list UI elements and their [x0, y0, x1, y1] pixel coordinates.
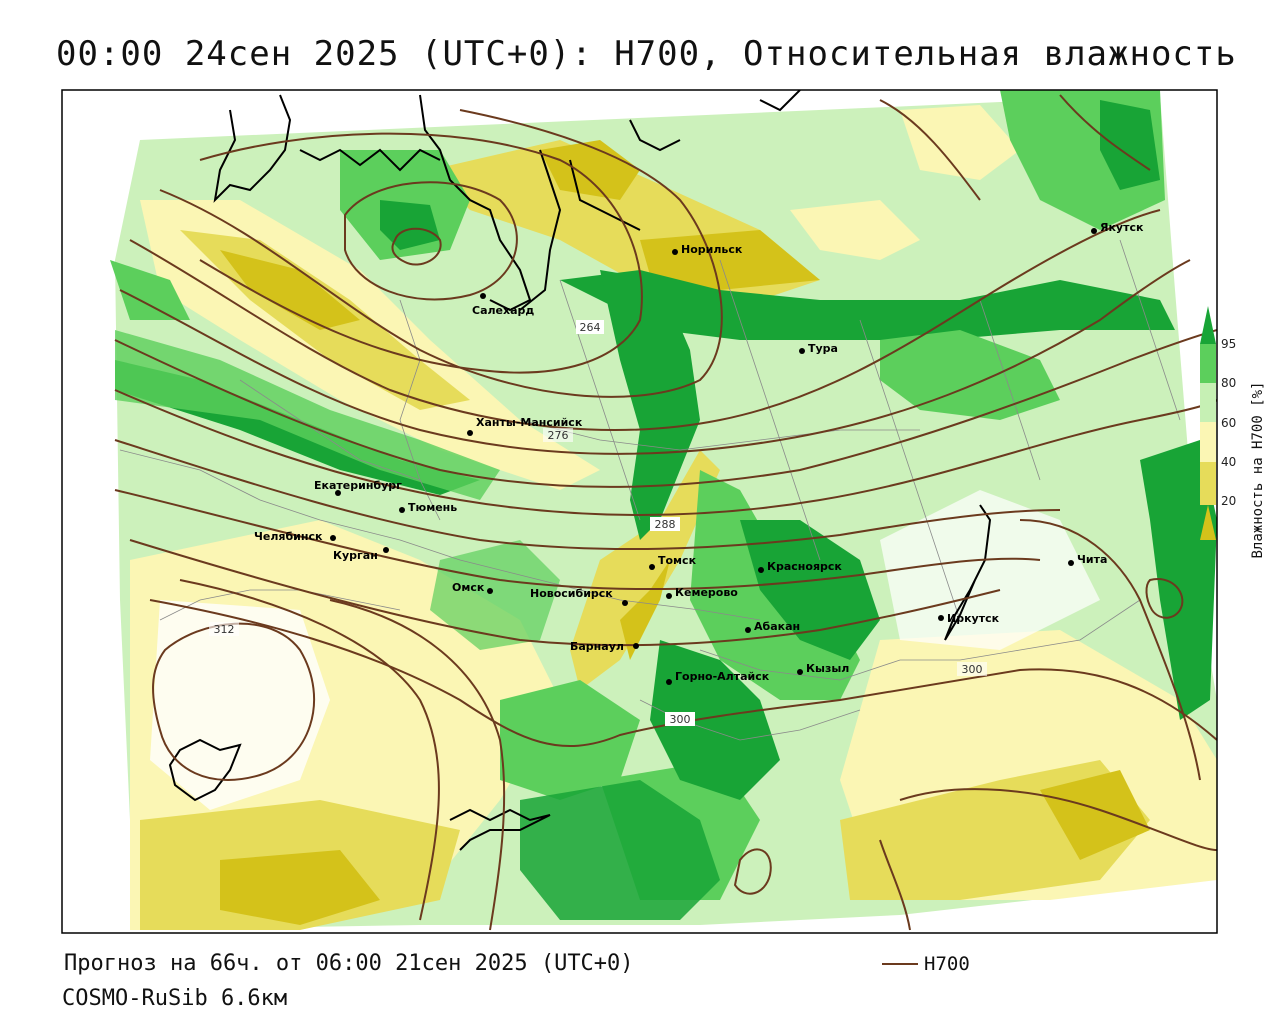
city-dot — [335, 490, 341, 496]
contour-label: 300 — [670, 713, 691, 726]
colorbar-bin — [1200, 383, 1216, 422]
h700-line-label: H700 — [924, 953, 970, 975]
city-label: Иркутск — [947, 612, 1000, 625]
forecast-info: Прогноз на 66ч. от 06:00 21сен 2025 (UTC… — [64, 951, 634, 976]
colorbar-tick: 80 — [1221, 376, 1236, 390]
city-dot — [797, 669, 803, 675]
city-dot — [672, 249, 678, 255]
city-dot — [622, 600, 628, 606]
colorbar-bin — [1200, 462, 1216, 505]
map-frame — [61, 89, 1218, 934]
colorbar-bin — [1200, 422, 1216, 462]
city-dot — [1091, 228, 1097, 234]
contour-label: 288 — [655, 518, 676, 531]
city-label: Кемерово — [675, 586, 738, 599]
city-label: Омск — [452, 581, 485, 594]
region-borders — [119, 239, 1181, 741]
colorbar-tick: 40 — [1221, 455, 1236, 469]
city-dot — [399, 507, 405, 513]
city-dot — [330, 535, 336, 541]
city-label: Екатеринбург — [314, 479, 402, 492]
city-dot — [799, 348, 805, 354]
city-dot — [383, 547, 389, 553]
city-dot — [649, 564, 655, 570]
h700-line-legend: H700 — [882, 953, 970, 975]
colorbar-high-triangle — [1200, 306, 1216, 344]
map-title: 00:00 24сен 2025 (UTC+0): H700, Относите… — [56, 34, 1237, 74]
city-label: Курган — [333, 549, 378, 562]
colorbar-tick: 60 — [1221, 416, 1236, 430]
city-dot — [1068, 560, 1074, 566]
city-dot — [745, 627, 751, 633]
city-label: Ханты-Мансийск — [476, 416, 583, 429]
model-info: COSMO-RuSib 6.6км — [62, 986, 288, 1011]
city-dot — [467, 430, 473, 436]
city-dot — [666, 679, 672, 685]
contour-label: 312 — [214, 623, 235, 636]
city-dot — [633, 643, 639, 649]
colorbar-label: Влажность на H700 [%] — [1250, 381, 1266, 558]
contour-label: 300 — [962, 663, 983, 676]
city-label: Томск — [658, 554, 697, 567]
contour-label: 264 — [580, 321, 601, 334]
colorbar: 20 40 60 80 95 Влажность на H700 [%] — [1200, 306, 1266, 559]
city-dot — [666, 593, 672, 599]
humidity-field — [62, 90, 1217, 933]
contour-labels: 264 276 288 300 300 312 — [209, 320, 987, 726]
city-label: Красноярск — [767, 560, 842, 573]
city-label: Якутск — [1100, 221, 1144, 234]
colorbar-tick: 95 — [1221, 337, 1236, 351]
city-dot — [938, 615, 944, 621]
city-label: Абакан — [754, 620, 800, 633]
colorbar-tick: 20 — [1221, 494, 1236, 508]
colorbar-bin — [1200, 344, 1216, 383]
city-label: Новосибирск — [530, 587, 613, 600]
city-dot — [487, 588, 493, 594]
city-label: Чита — [1077, 553, 1107, 566]
coastlines — [168, 90, 992, 851]
h700-contours — [114, 94, 1217, 931]
h700-line-swatch — [882, 963, 918, 965]
contour-label: 276 — [548, 429, 569, 442]
city-label: Челябинск — [254, 530, 323, 543]
city-label: Барнаул — [570, 640, 624, 653]
city-label: Тура — [808, 342, 838, 355]
city-label: Кызыл — [806, 662, 849, 675]
city-markers: Норильск Якутск Салехард Тура Ханты-Манс… — [254, 221, 1144, 685]
colorbar-low-triangle — [1200, 505, 1216, 540]
city-label: Салехард — [472, 304, 534, 317]
city-label: Тюмень — [408, 501, 457, 514]
city-label: Норильск — [681, 243, 743, 256]
city-dot — [480, 293, 486, 299]
city-label: Горно-Алтайск — [675, 670, 770, 683]
city-dot — [758, 567, 764, 573]
